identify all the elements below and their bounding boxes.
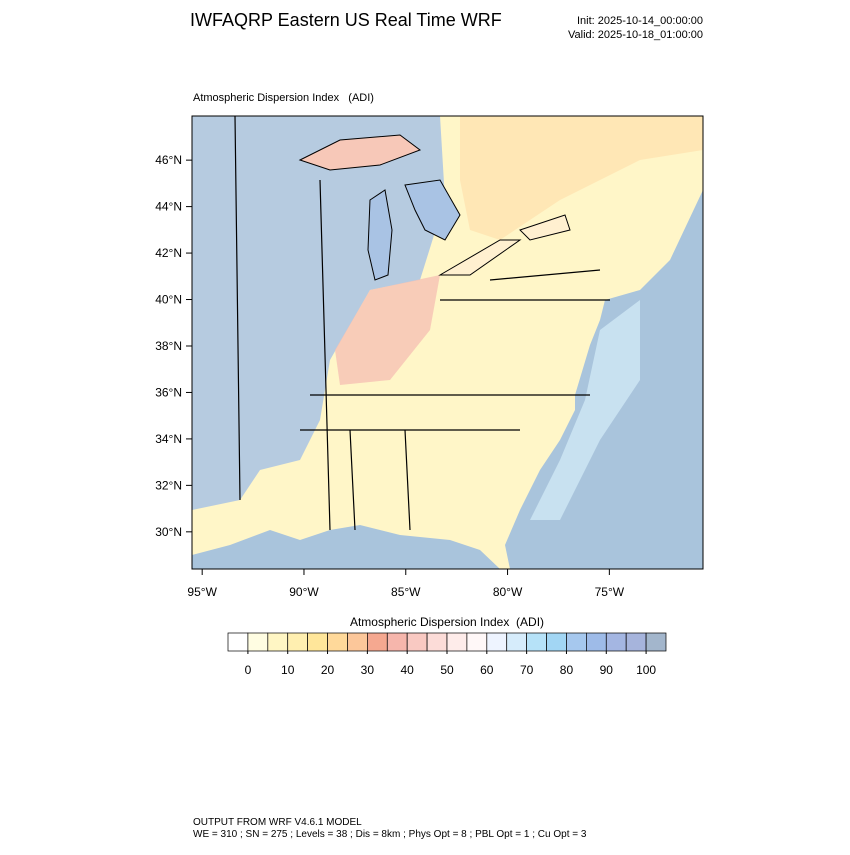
- gulf: [192, 525, 500, 569]
- colorbar-tick-label: 80: [560, 663, 574, 677]
- y-tick-label: 34°N: [155, 432, 182, 446]
- colorbar-tick-label: 0: [245, 663, 252, 677]
- coastal-water: [530, 300, 640, 520]
- y-tick-label: 32°N: [155, 478, 182, 492]
- map-axes: 95°W 90°W 85°W 80°W 75°W 30°N 32°N 34°N 36°N 38°N…: [155, 153, 625, 599]
- y-tick-label: 38°N: [155, 339, 182, 353]
- colorbar-tick-label: 20: [321, 663, 335, 677]
- valid-time: Valid: 2025-10-18_01:00:00: [568, 29, 703, 41]
- colorbar-box: [426, 632, 448, 652]
- lake-ontario: [519, 214, 571, 241]
- colorbar-tick-label: 40: [401, 663, 415, 677]
- lake-superior: [298, 134, 422, 171]
- title: IWFAQRP Eastern US Real Time WRF: [190, 10, 502, 30]
- mid-adi-region: [335, 275, 440, 385]
- colorbar-tick-label: 90: [600, 663, 614, 677]
- colorbar-box: [625, 632, 647, 652]
- colorbar-box: [486, 632, 508, 652]
- x-tick-label: 80°W: [493, 585, 523, 599]
- colorbar-box: [267, 632, 289, 652]
- y-tick-label: 46°N: [155, 153, 182, 167]
- colorbar-box: [386, 632, 408, 652]
- colorbar-box: [227, 632, 249, 652]
- colorbar-box: [526, 632, 547, 652]
- colorbar-box: [367, 632, 388, 652]
- colorbar-tick-label: 30: [361, 663, 375, 677]
- x-tick-label: 75°W: [595, 585, 625, 599]
- colorbar-box: [347, 632, 368, 652]
- y-tick-label: 36°N: [155, 385, 182, 399]
- colorbar-box: [406, 632, 428, 652]
- lake-huron: [404, 179, 461, 241]
- y-tick-label: 42°N: [155, 246, 182, 260]
- state-borders: [234, 115, 610, 531]
- colorbar-box: [566, 632, 587, 652]
- north-region: [460, 116, 703, 240]
- colorbar-box: [307, 632, 328, 652]
- colorbar-tick-label: 100: [636, 663, 656, 677]
- colorbar-box: [446, 632, 468, 652]
- x-tick-label: 95°W: [187, 585, 217, 599]
- colorbar-box: [605, 632, 627, 652]
- colorbar-tick-label: 60: [480, 663, 494, 677]
- colorbar-title: Atmospheric Dispersion Index (ADI): [350, 615, 544, 629]
- colorbar-box: [645, 632, 667, 652]
- colorbar-box: [327, 632, 348, 652]
- x-tick-label: 90°W: [289, 585, 319, 599]
- y-tick-label: 44°N: [155, 200, 182, 214]
- y-tick-label: 30°N: [155, 525, 182, 539]
- map: [191, 115, 704, 570]
- lake-michigan: [367, 189, 393, 281]
- map-subtitle: Atmospheric Dispersion Index (ADI): [193, 92, 374, 104]
- colorbar-box: [287, 632, 308, 652]
- map-frame: [191, 115, 704, 570]
- colorbar-box: [506, 632, 527, 652]
- footer-line: WE = 310 ; SN = 275 ; Levels = 38 ; Dis …: [193, 829, 587, 840]
- colorbar-box: [546, 632, 567, 652]
- footer-line: OUTPUT FROM WRF V4.6.1 MODEL: [193, 817, 362, 828]
- colorbar-box: [466, 632, 488, 652]
- colorbar-box: [247, 632, 269, 652]
- x-tick-label: 85°W: [391, 585, 421, 599]
- colorbar: 0 10 20 30 40 50 60 70 80 90 100: [227, 632, 667, 677]
- colorbar-tick-label: 50: [440, 663, 454, 677]
- colorbar-tick-label: 70: [520, 663, 534, 677]
- init-time: Init: 2025-10-14_00:00:00: [577, 15, 703, 27]
- colorbar-tick-label: 10: [281, 663, 295, 677]
- colorbar-box: [586, 632, 607, 652]
- lake-erie: [438, 239, 522, 276]
- y-tick-label: 40°N: [155, 293, 182, 307]
